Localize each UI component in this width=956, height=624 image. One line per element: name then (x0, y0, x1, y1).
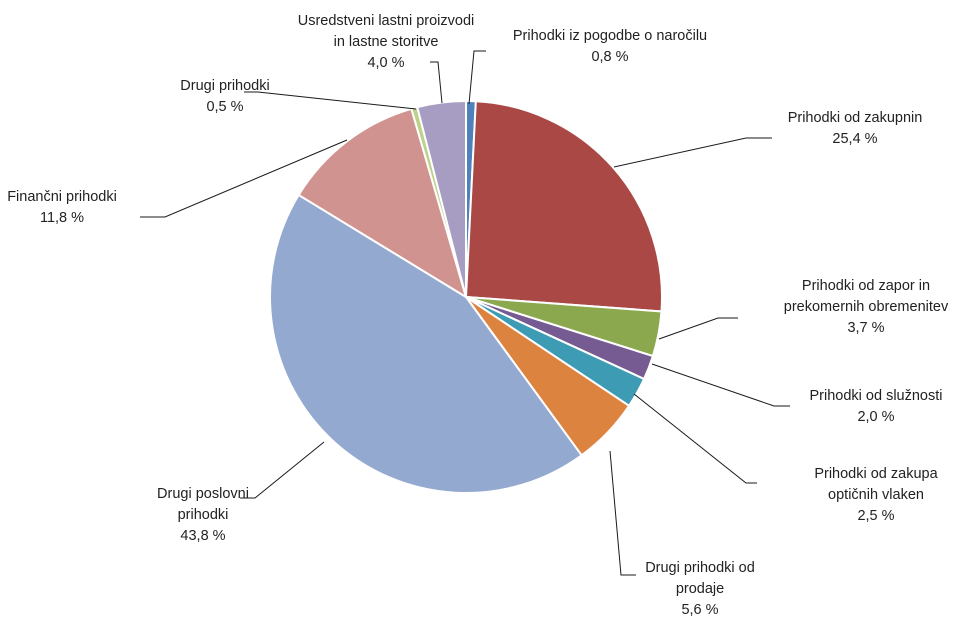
slice-name-label: Prihodki od zakupa (814, 466, 938, 482)
slice-value-label: 0,5 % (206, 99, 243, 115)
slice-labels: Prihodki iz pogodbe o naročilu 0,8 %Priho… (7, 13, 949, 618)
slice-label-financni-prihodki: Finančni prihodki 11,8 % (7, 189, 117, 226)
leader-line-prihodki-od-zapor-in-prekomernih-obremenitev (658, 317, 738, 340)
slice-name-label: in lastne storitve (334, 34, 439, 50)
slice-name-label: Prihodki iz pogodbe o naročilu (513, 28, 707, 44)
slice-label-prihodki-od-zakupnin: Prihodki od zakupnin 25,4 % (788, 110, 923, 147)
slice-name-label: Prihodki od zapor in (802, 278, 930, 294)
slice-label-prihodki-od-zakupa-opticnih-vlaken: Prihodki od zakupa optičnih vlaken 2,5 % (814, 466, 938, 524)
slice-value-label: 2,0 % (857, 409, 894, 425)
slice-name-label: Drugi prihodki od (645, 560, 755, 576)
pie-slices (269, 99, 663, 494)
slice-value-label: 5,6 % (681, 602, 718, 618)
leader-line-prihodki-od-zakupa-opticnih-vlaken (633, 393, 757, 484)
leader-line-drugi-prihodki (244, 91, 417, 110)
slice-label-drugi-prihodki-od-prodaje: Drugi prihodki od prodaje 5,6 % (645, 560, 755, 618)
leader-line-drugi-poslovni-prihodki (240, 441, 325, 499)
slice-value-label: 3,7 % (847, 320, 884, 336)
pie-slice-prihodki-od-zakupnin (464, 100, 663, 313)
slice-name-label: Prihodki od služnosti (810, 388, 943, 404)
slice-name-label: prihodki (178, 507, 229, 523)
slice-label-prihodki-od-sluznosti: Prihodki od služnosti 2,0 % (810, 388, 943, 425)
slice-value-label: 43,8 % (180, 528, 225, 544)
slice-label-prihodki-od-zapor-in-prekomernih-obremenitev: Prihodki od zapor in prekomernih obremeni… (784, 278, 949, 336)
leader-line-prihodki-iz-pogodbe-o-narocilu (468, 50, 486, 105)
slice-name-label: prekomernih obremenitev (784, 299, 949, 315)
slice-name-label: Drugi prihodki (180, 78, 269, 94)
slice-label-drugi-poslovni-prihodki: Drugi poslovni prihodki 43,8 % (157, 486, 249, 544)
slice-value-label: 4,0 % (367, 55, 404, 71)
slice-label-usredstveni-lastni-proizvodi-in-lastne-storitve: Usredstveni lastni proizvodi in lastne st… (298, 13, 475, 71)
leader-line-financni-prihodki (140, 139, 348, 218)
slice-name-label: Prihodki od zakupnin (788, 110, 923, 126)
slice-label-drugi-prihodki: Drugi prihodki 0,5 % (180, 78, 269, 115)
slice-name-label: Finančni prihodki (7, 189, 117, 205)
leader-line-prihodki-od-sluznosti (651, 363, 790, 407)
slice-name-label: prodaje (676, 581, 724, 597)
slice-name-label: optičnih vlaken (828, 487, 924, 503)
slice-value-label: 0,8 % (591, 49, 628, 65)
slice-value-label: 25,4 % (832, 131, 877, 147)
slice-label-prihodki-iz-pogodbe-o-narocilu: Prihodki iz pogodbe o naročilu 0,8 % (513, 28, 707, 65)
leader-line-usredstveni-lastni-proizvodi-in-lastne-storitve (430, 61, 443, 104)
slice-name-label: Usredstveni lastni proizvodi (298, 13, 475, 29)
slice-name-label: Drugi poslovni (157, 486, 249, 502)
slice-value-label: 2,5 % (857, 508, 894, 524)
leader-lines (140, 50, 790, 576)
leader-line-drugi-prihodki-od-prodaje (609, 450, 636, 576)
slice-value-label: 11,8 % (40, 210, 84, 226)
leader-line-prihodki-od-zakupnin (613, 137, 772, 168)
pie-slice-drugi-poslovni-prihodki (269, 193, 584, 494)
